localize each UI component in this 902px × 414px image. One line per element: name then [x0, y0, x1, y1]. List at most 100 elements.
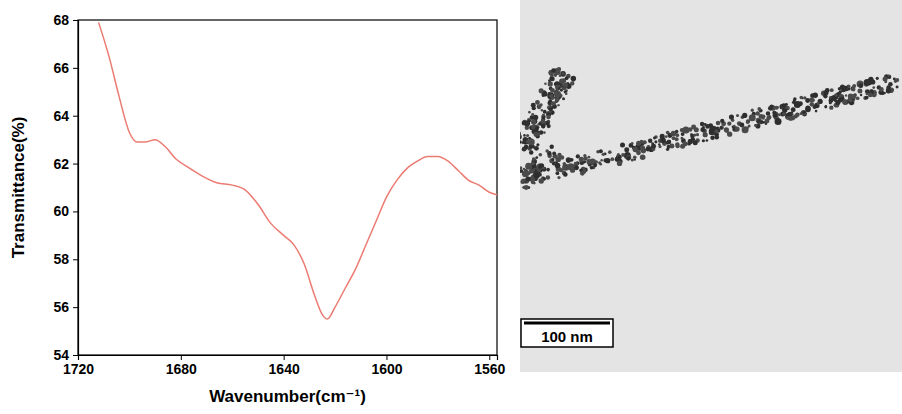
- particle: [788, 112, 791, 115]
- particle: [843, 100, 848, 105]
- particle: [537, 169, 540, 172]
- tick-label: 60: [53, 203, 69, 219]
- particle: [640, 145, 645, 150]
- particle: [555, 163, 560, 168]
- particle: [546, 175, 550, 179]
- particle: [531, 113, 534, 116]
- particle: [580, 171, 585, 176]
- tick-mark: [284, 355, 285, 360]
- particle: [557, 176, 560, 179]
- particle: [618, 155, 622, 159]
- tick: 56: [53, 299, 78, 315]
- particle: [524, 185, 529, 190]
- particle: [557, 98, 560, 101]
- spectrum-line: [99, 22, 497, 319]
- tick: 60: [53, 203, 78, 219]
- particle: [600, 159, 603, 162]
- particle: [666, 148, 669, 151]
- tick-label: 1720: [63, 361, 94, 377]
- particle: [608, 150, 612, 154]
- particle: [599, 163, 602, 166]
- particle: [710, 136, 714, 140]
- micrograph-background: [520, 0, 902, 372]
- particle: [537, 104, 542, 109]
- particle: [693, 140, 698, 145]
- particle: [672, 136, 676, 140]
- particle: [555, 85, 560, 90]
- particle: [542, 166, 545, 169]
- tick: 1560: [474, 355, 505, 377]
- particle: [542, 113, 545, 116]
- tick-label: 1680: [166, 361, 197, 377]
- particle: [545, 149, 549, 153]
- particle: [896, 86, 899, 89]
- particle: [791, 108, 795, 112]
- particle: [537, 132, 540, 135]
- particle: [533, 182, 536, 185]
- particle: [886, 88, 891, 93]
- particle: [526, 140, 529, 143]
- particle: [549, 107, 553, 111]
- particle: [548, 81, 553, 86]
- figure: 172016801640160015605456586062646668Wave…: [0, 0, 902, 414]
- particle: [523, 168, 525, 170]
- particle: [543, 110, 547, 114]
- particle: [781, 103, 786, 108]
- tick-label: 62: [53, 156, 69, 172]
- particle: [526, 177, 531, 182]
- particle: [757, 107, 761, 111]
- particle: [563, 162, 567, 166]
- particle: [864, 79, 871, 86]
- particle: [700, 127, 705, 132]
- particle: [720, 126, 724, 130]
- tick: 1640: [269, 355, 300, 377]
- tick-label: 66: [53, 60, 69, 76]
- tick-label: 68: [53, 12, 69, 28]
- particle: [531, 103, 536, 108]
- plot-frame: [78, 20, 497, 355]
- particle: [562, 97, 565, 100]
- particle: [813, 105, 817, 109]
- particle: [572, 78, 576, 82]
- particle: [786, 116, 789, 119]
- particle: [558, 87, 560, 89]
- particle: [565, 92, 568, 95]
- particle: [520, 131, 521, 136]
- particle: [541, 109, 544, 112]
- particle: [847, 87, 850, 90]
- particle: [563, 82, 568, 87]
- particle: [665, 135, 668, 138]
- particle: [824, 106, 827, 109]
- particle: [720, 119, 724, 123]
- particle: [774, 106, 778, 110]
- particle: [546, 168, 550, 172]
- particle: [566, 157, 572, 163]
- particle: [651, 144, 656, 149]
- particle: [520, 166, 522, 169]
- particle: [522, 170, 529, 177]
- particle: [725, 128, 729, 132]
- particle: [872, 86, 875, 89]
- particle: [547, 92, 554, 99]
- particle: [884, 80, 887, 83]
- tick-label: 54: [53, 347, 69, 363]
- particle: [703, 132, 708, 137]
- particle: [818, 99, 823, 104]
- plot-area: [99, 22, 497, 319]
- particle: [559, 74, 562, 77]
- particle: [529, 150, 533, 154]
- particle: [760, 120, 764, 124]
- particle: [540, 119, 545, 124]
- tick-mark: [73, 259, 78, 260]
- particle: [559, 78, 564, 83]
- particle: [610, 157, 614, 161]
- tick: 1600: [371, 355, 402, 377]
- particle: [844, 101, 847, 104]
- tick-mark: [181, 355, 182, 360]
- tick: 58: [53, 251, 78, 267]
- particle: [746, 119, 750, 123]
- particle: [755, 123, 760, 128]
- particle: [688, 139, 693, 144]
- particle: [834, 104, 836, 106]
- particle: [646, 147, 651, 152]
